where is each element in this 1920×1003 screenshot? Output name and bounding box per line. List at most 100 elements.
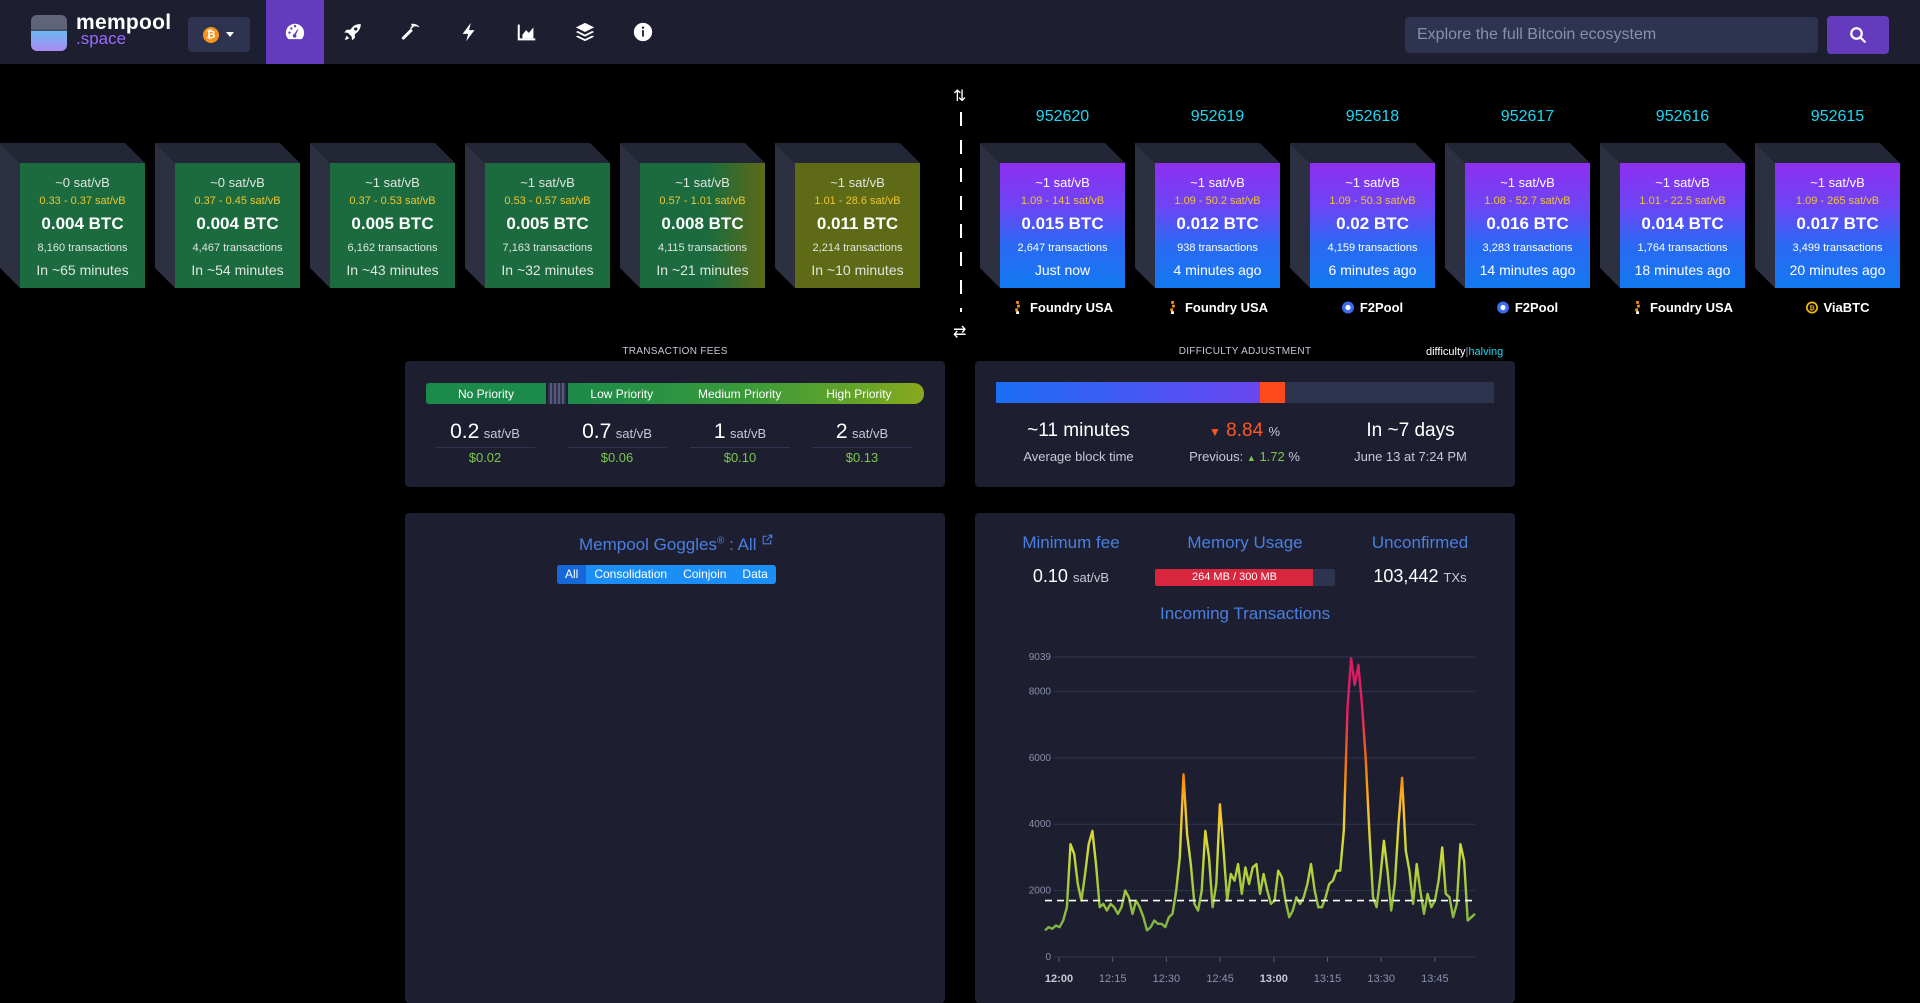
chart-icon[interactable] [498, 0, 556, 64]
mined-block[interactable]: ~1 sat/vB 1.09 - 265 sat/vB 0.017 BTC 3,499… [1755, 143, 1900, 288]
block-median-fee: ~0 sat/vB [210, 175, 265, 190]
fee-unit: sat/vB [730, 426, 767, 441]
difficulty-title: DIFFICULTY ADJUSTMENT [1178, 346, 1312, 357]
block-total-fees: 0.005 BTC [351, 214, 434, 233]
block-total-fees: 0.02 BTC [1336, 214, 1409, 233]
mempool-block[interactable]: ~1 sat/vB 0.57 - 1.01 sat/vB 0.008 BTC 4,11… [620, 143, 765, 288]
search-icon [1850, 27, 1866, 43]
mining-pool[interactable]: F2Pool [1310, 300, 1435, 315]
x-tick-label: 12:30 [1153, 973, 1181, 985]
toggle-halving[interactable]: halving [1468, 346, 1504, 358]
block-tx-count: 6,162 transactions [347, 242, 438, 254]
block-side [1600, 143, 1620, 288]
network-selector[interactable]: ₿ [188, 17, 250, 52]
block-face [1155, 163, 1280, 288]
block-height-link[interactable]: 952620 [1035, 108, 1090, 125]
block-height-link[interactable]: 952615 [1810, 108, 1865, 125]
block-eta: In ~54 minutes [191, 262, 284, 278]
block-side [465, 143, 485, 288]
block-mined-time: 18 minutes ago [1634, 262, 1731, 278]
block-fee-range: 1.01 - 22.5 sat/vB [1639, 195, 1726, 207]
block-median-fee: ~1 sat/vB [675, 175, 730, 190]
block-face [1620, 163, 1745, 288]
block-median-fee: ~1 sat/vB [1500, 175, 1555, 190]
fee-value: 1 [713, 420, 726, 443]
block-tx-count: 4,467 transactions [192, 242, 283, 254]
goggles-title-suffix: : All [724, 535, 757, 554]
mining-pool[interactable]: F2Pool [1465, 300, 1590, 315]
dashboard-icon[interactable] [266, 0, 324, 64]
viabtc-icon: ₿ [1805, 301, 1818, 314]
block-mined-time: 6 minutes ago [1328, 262, 1417, 278]
mempool-block[interactable]: ~1 sat/vB 0.53 - 0.57 sat/vB 0.005 BTC 7,16… [465, 143, 610, 288]
rocket-icon[interactable] [324, 0, 382, 64]
fee-value: 2 [835, 420, 848, 443]
mined-block[interactable]: ~1 sat/vB 1.09 - 50.3 sat/vB 0.02 BTC 4,159… [1290, 143, 1435, 288]
mempool-block[interactable]: ~0 sat/vB 0.37 - 0.45 sat/vB 0.004 BTC 4,46… [155, 143, 300, 288]
triangle-up-icon: ▲ [1246, 453, 1256, 463]
mining-pool-name: Foundry USA [1649, 300, 1734, 315]
block-fee-range: 0.57 - 1.01 sat/vB [659, 195, 746, 207]
mined-block[interactable]: ~1 sat/vB 1.09 - 141 sat/vB 0.015 BTC 2,647… [980, 143, 1125, 288]
block-side [1135, 143, 1155, 288]
difficulty-change-unit: % [1268, 424, 1280, 439]
pickaxe-icon[interactable] [382, 0, 440, 64]
previous-value: 1.72 [1259, 449, 1285, 464]
toggle-separator: | [1465, 346, 1469, 358]
swap-vertical-icon[interactable]: ⇅ [953, 88, 967, 105]
block-height-link[interactable]: 952619 [1190, 108, 1245, 125]
mempool-block[interactable]: ~0 sat/vB 0.33 - 0.37 sat/vB 0.004 BTC 8,16… [0, 143, 145, 288]
priority-bar: Low Priority Medium Priority High Priori… [568, 383, 924, 404]
toggle-difficulty[interactable]: difficulty [1426, 346, 1466, 358]
filter-data-button[interactable]: Data [742, 567, 768, 581]
mempool-block[interactable]: ~1 sat/vB 1.01 - 28.6 sat/vB 0.011 BTC 2,21… [775, 143, 920, 288]
mined-block[interactable]: ~1 sat/vB 1.01 - 22.5 sat/vB 0.014 BTC 1,76… [1600, 143, 1745, 288]
search-input[interactable] [1405, 17, 1818, 53]
block-median-fee: ~1 sat/vB [1190, 175, 1245, 190]
mempool-logo-icon[interactable] [31, 15, 67, 51]
block-side [155, 143, 175, 288]
logo-line2: .space [76, 29, 127, 48]
block-height-link[interactable]: 952616 [1655, 108, 1710, 125]
mined-block[interactable]: ~1 sat/vB 1.09 - 50.2 sat/vB 0.012 BTC 938 … [1135, 143, 1280, 288]
avg-block-time-label: Average block time [1023, 449, 1134, 464]
block-height-link[interactable]: 952618 [1345, 108, 1400, 125]
unconfirmed-number: 103,442 [1373, 566, 1439, 586]
mining-pool[interactable]: ₿ ViaBTC [1775, 300, 1900, 315]
external-link-icon[interactable] [761, 533, 774, 546]
goggles-filter-group: All Consolidation Coinjoin Data [557, 565, 776, 584]
block-top [0, 143, 145, 163]
x-tick-label: 13:15 [1314, 973, 1342, 985]
info-icon[interactable] [614, 0, 672, 64]
mined-block[interactable]: ~1 sat/vB 1.08 - 52.7 sat/vB 0.016 BTC 3,28… [1445, 143, 1590, 288]
mining-pool-name: F2Pool [1514, 300, 1559, 315]
lightning-icon[interactable] [440, 0, 498, 64]
block-eta: In ~43 minutes [346, 262, 439, 278]
filter-consolidation-button[interactable]: Consolidation [594, 567, 668, 581]
mining-pool[interactable]: Foundry USA [1155, 300, 1280, 315]
mining-pool[interactable]: Foundry USA [1000, 300, 1125, 315]
block-tx-count: 3,499 transactions [1792, 242, 1883, 254]
filter-coinjoin-button[interactable]: Coinjoin [683, 567, 727, 581]
min-fee-unit: sat/vB [1072, 570, 1110, 585]
mempool-block[interactable]: ~1 sat/vB 0.37 - 0.53 sat/vB 0.005 BTC 6,16… [310, 143, 455, 288]
chart-x-axis: 12:00 12:15 12:30 12:45 13:00 13:15 13:30 13:45 [1045, 957, 1449, 985]
difficulty-halving-toggle[interactable]: difficulty|halving [1426, 346, 1503, 358]
mining-pool[interactable]: Foundry USA [1620, 300, 1745, 315]
min-fee-label: Minimum fee [1022, 533, 1120, 552]
fee-value: 0.2 [450, 420, 480, 443]
goggles-title[interactable]: Mempool Goggles® : All [579, 533, 774, 555]
swap-horizontal-icon[interactable]: ⇄ [953, 324, 967, 341]
layers-icon[interactable] [556, 0, 614, 64]
filter-all-button[interactable]: All [557, 565, 587, 584]
block-height-link[interactable]: 952617 [1500, 108, 1555, 125]
unconfirmed-unit: TXs [1443, 570, 1467, 585]
search-button[interactable] [1827, 16, 1889, 54]
block-fee-range: 0.53 - 0.57 sat/vB [504, 195, 591, 207]
block-tx-count: 1,764 transactions [1637, 242, 1728, 254]
block-face [485, 163, 610, 288]
fees-title: TRANSACTION FEES [622, 346, 728, 357]
low-priority-label: Low Priority [590, 386, 654, 401]
logo-text[interactable]: mempool .space [76, 12, 171, 48]
